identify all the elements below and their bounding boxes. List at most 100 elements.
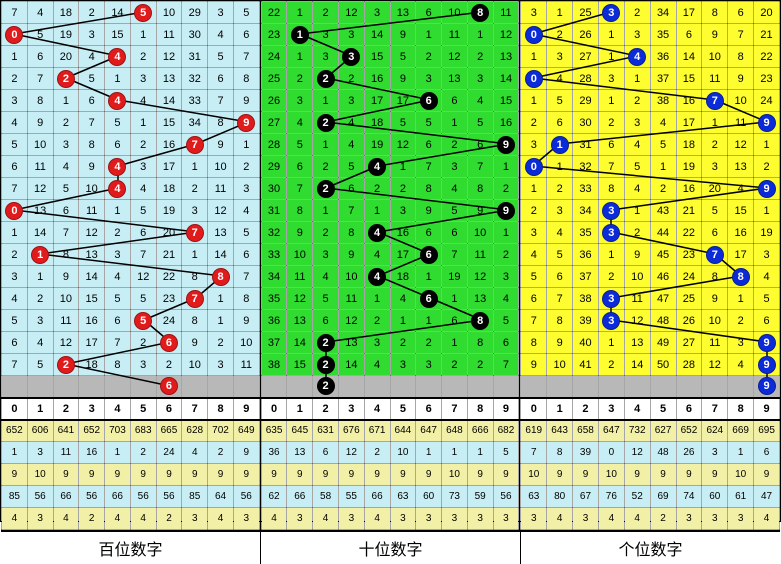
header-cell: 9 — [754, 398, 780, 420]
trend-cell: 1 — [390, 310, 416, 332]
stat-cell: 9 — [2, 464, 28, 486]
trend-cell: 19 — [156, 200, 182, 222]
stat-row: 62665855666360735956 — [261, 486, 519, 508]
trend-cell: 8 — [547, 310, 573, 332]
trend-cell: 14 — [208, 244, 234, 266]
trend-cell: 16 — [364, 68, 390, 90]
trend-cell: 2 — [467, 46, 493, 68]
stat-cell: 3 — [416, 508, 442, 530]
gray-cell — [364, 376, 390, 398]
stat-cell: 2 — [156, 508, 182, 530]
header-cell: 5 — [650, 398, 676, 420]
trend-cell: 11 — [624, 288, 650, 310]
stat-cell: 2 — [364, 442, 390, 464]
header-cell: 4 — [624, 398, 650, 420]
trend-cell: 13 — [624, 332, 650, 354]
trend-cell: 1 — [287, 2, 313, 24]
trend-cell: 5 — [650, 134, 676, 156]
winner-ball: 1 — [291, 26, 309, 44]
trend-cell: 9 — [624, 244, 650, 266]
winner-ball: 4 — [368, 268, 386, 286]
stat-cell: 1 — [2, 442, 28, 464]
trend-cell: 26 — [573, 24, 599, 46]
trend-cell: 12 — [467, 266, 493, 288]
trend-cell: 2 — [547, 178, 573, 200]
trend-cell: 2 — [27, 288, 53, 310]
trend-cell: 8 — [53, 244, 79, 266]
stat-cell: 683 — [130, 420, 156, 442]
trend-row: 26313171766415 — [261, 90, 519, 112]
trend-cell: 38 — [261, 354, 287, 376]
trend-cell: 26 — [676, 310, 702, 332]
trend-cell: 6 — [442, 90, 468, 112]
trend-cell: 3 — [287, 90, 313, 112]
trend-cell: 3 — [27, 310, 53, 332]
trend-cell: 11 — [233, 354, 259, 376]
trend-cell: 3 — [313, 24, 339, 46]
trend-cell: 7 — [598, 156, 624, 178]
winner-ball: 7 — [186, 224, 204, 242]
trend-cell: 9 — [754, 332, 780, 354]
header-cell: 4 — [364, 398, 390, 420]
trend-cell: 4 — [364, 156, 390, 178]
trend-cell: 22 — [676, 222, 702, 244]
trend-cell: 6 — [416, 222, 442, 244]
stat-cell: 2 — [650, 508, 676, 530]
trend-cell: 7 — [702, 90, 728, 112]
trend-cell: 1 — [442, 288, 468, 310]
trend-cell: 4 — [547, 68, 573, 90]
stat-cell: 4 — [364, 508, 390, 530]
trend-cell: 16 — [156, 134, 182, 156]
trend-cell: 4 — [624, 134, 650, 156]
trend-cell: 1 — [313, 200, 339, 222]
trend-cell: 7 — [702, 244, 728, 266]
trend-cell: 28 — [676, 354, 702, 376]
trend-row: 25222169313314 — [261, 68, 519, 90]
trend-row: 31817139599 — [261, 200, 519, 222]
trend-cell: 1 — [650, 156, 676, 178]
gray-cell — [130, 376, 156, 398]
trend-cell: 6 — [287, 156, 313, 178]
trend-cell: 10 — [79, 178, 105, 200]
trend-cell: 5 — [27, 24, 53, 46]
stat-cell: 69 — [650, 486, 676, 508]
trend-cell: 3 — [233, 178, 259, 200]
stat-row: 63806776526974606147 — [521, 486, 780, 508]
trend-cell: 2 — [547, 24, 573, 46]
trend-cell: 23 — [261, 24, 287, 46]
trend-cell: 2 — [442, 134, 468, 156]
trend-cell: 35 — [650, 24, 676, 46]
trend-cell: 1 — [27, 244, 53, 266]
trend-cell: 7 — [338, 200, 364, 222]
trend-cell: 14 — [676, 46, 702, 68]
trend-cell: 8 — [338, 222, 364, 244]
stat-cell: 3 — [338, 508, 364, 530]
trend-cell: 31 — [573, 134, 599, 156]
stat-cell: 56 — [493, 486, 519, 508]
stat-cell: 1 — [728, 442, 754, 464]
trend-cell: 6 — [2, 332, 28, 354]
trend-cell: 7 — [493, 354, 519, 376]
trend-cell: 8 — [728, 266, 754, 288]
winner-ball: 1 — [31, 246, 49, 264]
stat-row: 78390124826316 — [521, 442, 780, 464]
stat-cell: 85 — [2, 486, 28, 508]
stat-cell: 666 — [467, 420, 493, 442]
trend-cell: 3 — [338, 24, 364, 46]
trend-cell: 11 — [208, 178, 234, 200]
trend-cell: 10 — [702, 46, 728, 68]
trend-cell: 2 — [130, 332, 156, 354]
trend-cell: 5 — [130, 288, 156, 310]
trend-cell: 3 — [624, 24, 650, 46]
trend-cell: 1 — [521, 178, 547, 200]
trend-cell: 2 — [416, 46, 442, 68]
gray-cell — [521, 376, 547, 398]
trend-cell: 2 — [79, 2, 105, 24]
trend-cell: 1 — [313, 90, 339, 112]
trend-cell: 8 — [182, 266, 208, 288]
trend-cell: 15 — [728, 200, 754, 222]
trend-cell: 37 — [261, 332, 287, 354]
trend-row: 2630234171119 — [521, 112, 780, 134]
stat-cell: 9 — [467, 464, 493, 486]
trend-cell: 2 — [313, 178, 339, 200]
